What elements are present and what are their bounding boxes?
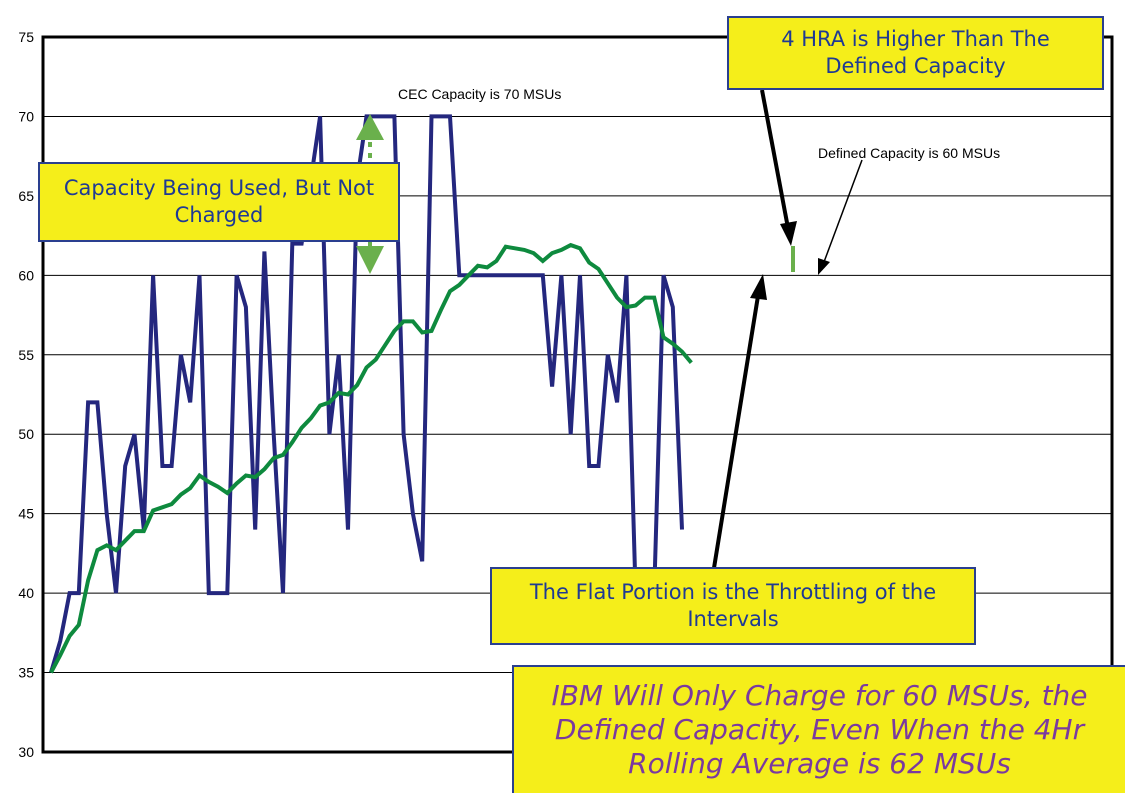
flat-portion-text: The Flat Portion is the Throttling of th… — [529, 580, 937, 631]
hra-higher-text: 4 HRA is Higher Than The Defined Capacit… — [781, 27, 1050, 78]
capacity-used-callout: Capacity Being Used, But Not Charged — [38, 162, 400, 242]
y-tick-label: 70 — [18, 108, 34, 124]
capacity-gap-arrow — [356, 114, 384, 274]
ibm-charge-callout: IBM Will Only Charge for 60 MSUs, the De… — [512, 665, 1125, 793]
y-tick-label: 60 — [18, 267, 34, 283]
y-tick-label: 65 — [18, 188, 34, 204]
series-line-msu-usage — [49, 114, 684, 674]
defined-capacity-arrow — [818, 159, 863, 275]
y-tick-label: 30 — [18, 744, 34, 760]
series-layer — [49, 114, 693, 674]
y-axis-ticks: 30 35 40 45 50 55 60 65 70 75 — [18, 29, 34, 760]
ibm-charge-text: IBM Will Only Charge for 60 MSUs, the De… — [551, 679, 1088, 780]
y-tick-label: 75 — [18, 29, 34, 45]
y-tick-label: 35 — [18, 665, 34, 681]
hra-higher-callout: 4 HRA is Higher Than The Defined Capacit… — [727, 16, 1104, 90]
y-tick-label: 50 — [18, 426, 34, 442]
flat-portion-callout: The Flat Portion is the Throttling of th… — [490, 567, 976, 645]
capacity-used-text: Capacity Being Used, But Not Charged — [63, 176, 375, 227]
hra-arrow — [760, 89, 797, 246]
flat-portion-arrow — [712, 274, 767, 569]
y-tick-label: 40 — [18, 585, 34, 601]
cec-capacity-note: CEC Capacity is 70 MSUs — [398, 86, 561, 102]
y-tick-label: 55 — [18, 347, 34, 363]
series-line-rolling-average — [49, 242, 693, 674]
y-tick-label: 45 — [18, 506, 34, 522]
defined-capacity-note: Defined Capacity is 60 MSUs — [818, 145, 1000, 161]
